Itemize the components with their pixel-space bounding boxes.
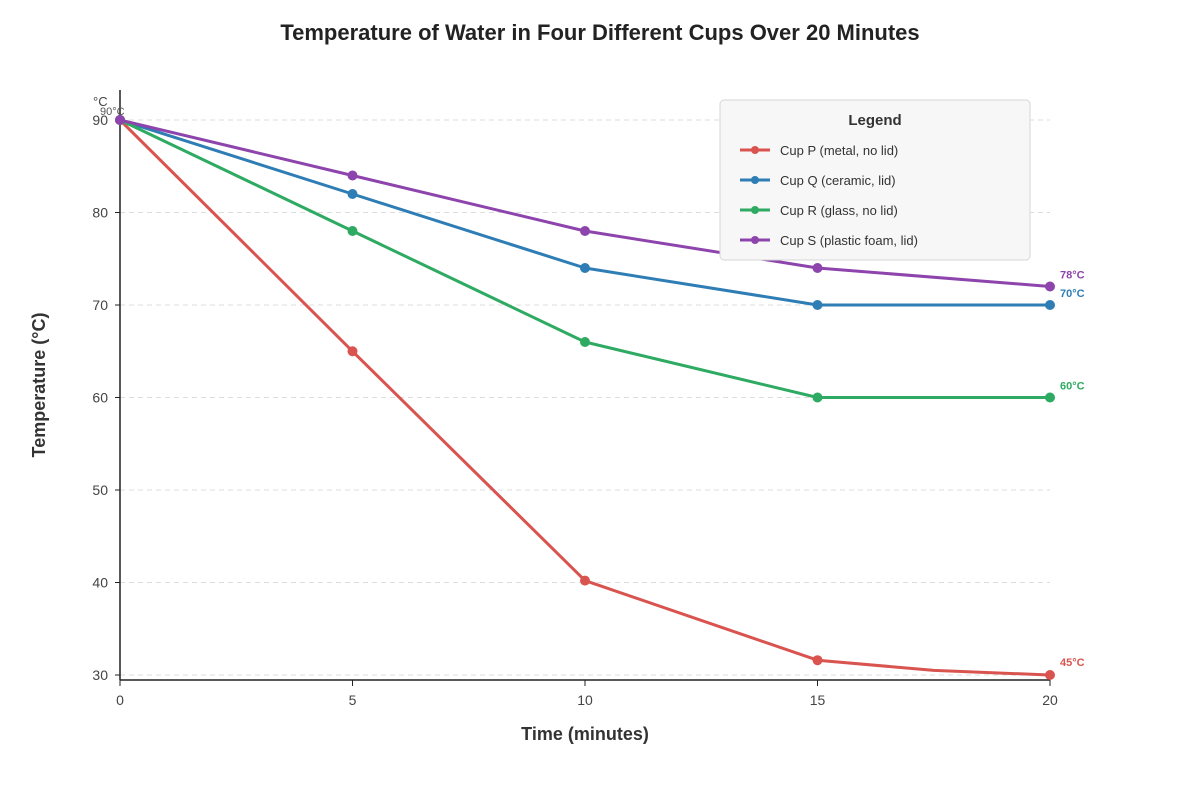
y-axis-title: Temperature (°C): [29, 313, 49, 458]
y-tick-label-70: 70: [92, 297, 108, 313]
data-point-2-4: [1045, 300, 1055, 310]
legend-label-2: Cup Q (ceramic, lid): [780, 173, 896, 188]
data-point-2-2: [580, 263, 590, 273]
y-tick-label-30: 30: [92, 667, 108, 683]
data-point-2-3: [812, 300, 823, 310]
y-tick-label-40: 40: [92, 575, 108, 591]
end-label-3: 60°C: [1060, 381, 1085, 393]
x-tick-label-5: 5: [349, 692, 357, 708]
end-label-1: 45°C: [1060, 657, 1085, 669]
legend-box: [719, 99, 1031, 261]
x-axis-title: Time (minutes): [521, 724, 649, 744]
end-label-4: 78°C: [1060, 270, 1085, 282]
chart-title: Temperature of Water in Four Different C…: [280, 20, 919, 45]
y-tick-label-90: 90: [92, 112, 108, 128]
y-tick-label-50: 50: [92, 482, 108, 498]
x-tick-label-10: 10: [577, 692, 593, 708]
legend: Legend Cup P (metal, no lid) Cup Q (ceram…: [719, 99, 1031, 261]
data-point-4-4: [1045, 281, 1055, 292]
legend-label-1: Cup P (metal, no lid): [780, 143, 898, 158]
data-point-1-5: [1045, 670, 1055, 680]
data-point-2-1: [347, 189, 358, 199]
legend-swatch-marker-1: [751, 146, 759, 154]
x-tick-label-0: 0: [116, 692, 124, 708]
legend-swatch-marker-4: [751, 236, 759, 244]
end-labels: 45°C 70°C 60°C 78°C: [1060, 270, 1085, 670]
data-point-4-2: [580, 226, 590, 236]
data-point-4-3: [812, 263, 823, 273]
data-point-3-3: [812, 392, 823, 403]
legend-label-3: Cup R (glass, no lid): [780, 203, 898, 218]
series-line-1: [118, 118, 1052, 677]
legend-swatch-marker-2: [751, 176, 759, 184]
data-point-3-1: [347, 226, 358, 236]
data-point-4-1: [347, 170, 358, 181]
series-4: [115, 115, 1055, 292]
y-tick-label-80: 80: [92, 205, 108, 221]
end-label-2: 70°C: [1060, 288, 1085, 300]
x-tick-label-15: 15: [810, 692, 826, 708]
legend-swatch-marker-3: [751, 206, 759, 214]
data-point-4-0: [115, 115, 125, 125]
data-point-1-3: [812, 655, 823, 666]
x-tick-label-20: 20: [1042, 692, 1058, 708]
y-unit-label: °C: [93, 94, 108, 109]
legend-title: Legend: [848, 112, 901, 129]
y-tick-label-60: 60: [92, 390, 108, 406]
legend-label-4: Cup S (plastic foam, lid): [780, 233, 918, 248]
data-point-3-4: [1045, 392, 1055, 403]
data-point-3-2: [580, 337, 590, 347]
data-point-1-1: [347, 346, 358, 357]
data-point-1-2: [580, 575, 590, 586]
series-group: [115, 115, 1055, 680]
start-value-label: 90°C: [100, 106, 125, 118]
